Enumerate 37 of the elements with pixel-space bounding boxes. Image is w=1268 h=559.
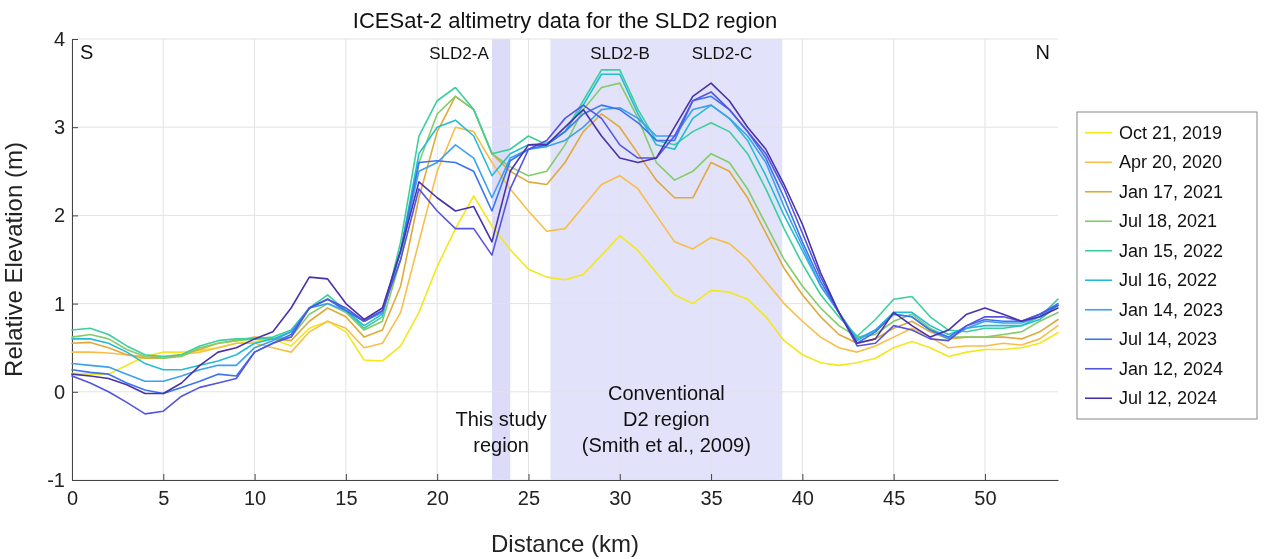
y-tick-label: 3	[53, 116, 65, 139]
chart-title: ICESat-2 altimetry data for the SLD2 region	[352, 8, 778, 33]
annotation: S	[80, 41, 94, 63]
legend-label: Jul 16, 2022	[1119, 270, 1218, 291]
legend-label: Jul 18, 2021	[1119, 211, 1218, 232]
x-tick-label: 35	[700, 487, 723, 509]
x-axis-title: Distance (km)	[490, 530, 640, 557]
annotation: SLD2-B	[590, 44, 650, 63]
y-tick-label: -1	[47, 468, 65, 491]
x-tick-label: 15	[335, 487, 358, 509]
x-tick-label: 5	[158, 487, 170, 509]
y-tick-label: 2	[53, 204, 65, 227]
x-tick-label: 45	[883, 487, 906, 509]
band-label: Conventional D2 region (Smith et al., 2009)	[581, 382, 751, 456]
y-tick-label: 0	[53, 380, 65, 403]
x-tick-label: 20	[426, 487, 449, 509]
annotation: SLD2-C	[691, 44, 753, 63]
legend-label: Apr 20, 2020	[1119, 152, 1223, 173]
legend-label: Jan 15, 2022	[1119, 240, 1224, 261]
band-label: This study region	[455, 408, 547, 456]
annotation: SLD2-A	[429, 44, 490, 63]
legend-label: Jan 12, 2024	[1119, 358, 1224, 379]
line-series	[71, 195, 1059, 375]
x-tick-label: 40	[791, 487, 814, 509]
legend-label: Jul 12, 2024	[1119, 388, 1218, 409]
legend-label: Jul 14, 2023	[1119, 329, 1218, 350]
annotation: N	[1035, 41, 1050, 63]
legend-label: Jan 17, 2021	[1119, 181, 1224, 202]
legend-label: Oct 21, 2019	[1119, 122, 1223, 143]
x-tick-label: 50	[974, 487, 997, 509]
y-axis-title: Relative Elevation (m)	[0, 142, 27, 377]
x-tick-label: 30	[609, 487, 632, 509]
x-tick-label: 10	[243, 487, 267, 509]
legend-label: Jan 14, 2023	[1119, 299, 1224, 320]
y-tick-label: 1	[53, 292, 65, 315]
x-tick-label: 25	[517, 487, 541, 509]
y-tick-label: 4	[53, 27, 65, 50]
